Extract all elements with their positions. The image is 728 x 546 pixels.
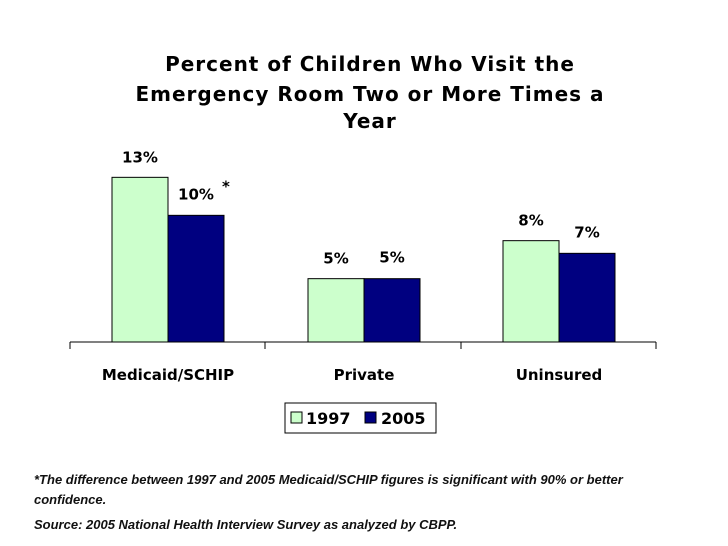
significance-marker: * — [222, 177, 230, 195]
data-label-2005-uninsured: 7% — [574, 223, 599, 241]
data-label-2005-medicaid-schip: 10% — [178, 185, 214, 203]
legend: 1997 2005 — [284, 402, 437, 434]
bar-1997-medicaid-schip — [111, 176, 169, 343]
footnote: *The difference between 1997 and 2005 Me… — [34, 472, 623, 507]
data-label-1997-uninsured: 8% — [518, 212, 543, 230]
data-label-1997-private: 5% — [323, 250, 348, 268]
legend-label-1997: 1997 — [306, 409, 351, 428]
x-tick-label-uninsured: Uninsured — [516, 366, 603, 384]
x-tick-label-medicaid-schip: Medicaid/SCHIP — [102, 366, 234, 384]
chart: Percent of Children Who Visit the Emerge… — [69, 52, 657, 434]
source-note: Source: 2005 National Health Interview S… — [34, 517, 458, 532]
bar-2005-uninsured — [558, 252, 616, 343]
chart-title-line-1: Percent of Children Who Visit the — [165, 52, 575, 76]
chart-title-line-2: Emergency Room Two or More Times a — [135, 82, 604, 106]
legend-swatch-2005 — [364, 411, 377, 424]
bar-2005-private — [363, 278, 421, 343]
bar-1997-private — [307, 278, 365, 343]
legend-swatch-1997 — [290, 411, 303, 424]
plot-area: 13% 5% 8% 10% * 5% 7% — [111, 148, 616, 343]
data-label-1997-medicaid-schip: 13% — [122, 148, 158, 166]
bar-2005-medicaid-schip — [167, 214, 225, 343]
data-label-2005-private: 5% — [379, 249, 404, 267]
legend-label-2005: 2005 — [381, 409, 426, 428]
chart-title-line-3: Year — [342, 109, 397, 133]
x-tick-label-private: Private — [334, 366, 395, 384]
bar-1997-uninsured — [502, 240, 560, 343]
